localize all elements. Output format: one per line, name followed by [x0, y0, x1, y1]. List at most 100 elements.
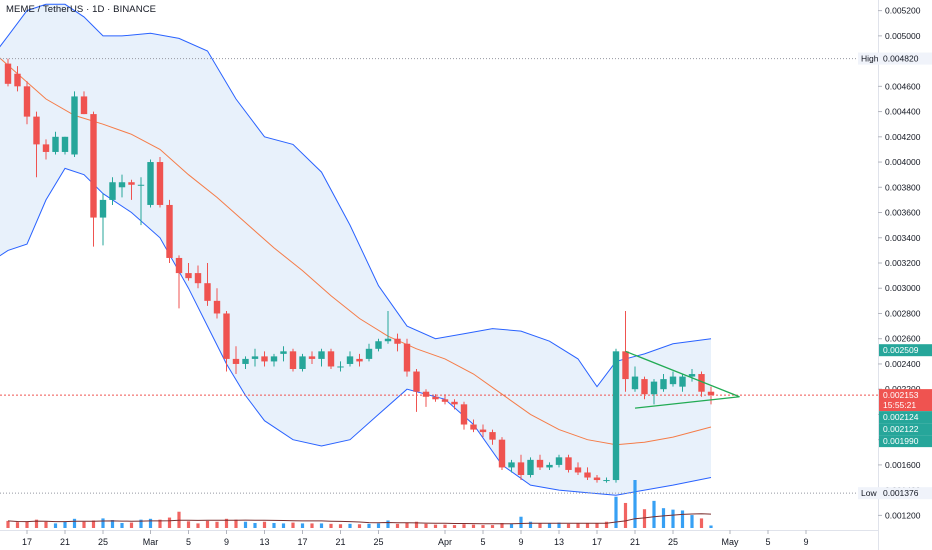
candle-body[interactable] — [622, 351, 629, 380]
volume-bar — [338, 524, 343, 528]
candle-body[interactable] — [375, 341, 382, 349]
candle-body[interactable] — [432, 396, 439, 400]
price-tick-label: 0.003600 — [885, 208, 921, 218]
candle-body[interactable] — [365, 348, 373, 359]
candle-body[interactable] — [612, 351, 620, 481]
candle-body[interactable] — [137, 184, 145, 186]
candle-body[interactable] — [14, 73, 21, 87]
candle-body[interactable] — [584, 472, 591, 478]
candle-body[interactable] — [318, 351, 325, 359]
candle-body[interactable] — [42, 144, 50, 152]
candle-body[interactable] — [460, 404, 468, 425]
candle-body[interactable] — [641, 379, 648, 395]
candle-body[interactable] — [33, 116, 40, 145]
candle-body[interactable] — [384, 338, 392, 342]
candle-body[interactable] — [565, 457, 572, 470]
candle-body[interactable] — [517, 462, 525, 475]
volume-bar — [215, 521, 219, 528]
candle-body[interactable] — [470, 424, 477, 430]
candle-body[interactable] — [213, 300, 221, 314]
candle-body[interactable] — [4, 63, 12, 84]
volume-bar — [500, 522, 504, 528]
candle-body[interactable] — [52, 136, 59, 152]
candle-body[interactable] — [498, 439, 506, 468]
candle-body[interactable] — [527, 459, 534, 475]
candle-body[interactable] — [346, 356, 354, 364]
volume-bar — [633, 480, 637, 528]
triangle-pattern[interactable] — [625, 350, 740, 409]
candle-body[interactable] — [536, 459, 544, 468]
candle-body[interactable] — [289, 351, 297, 369]
volume-bar — [652, 500, 656, 528]
time-tick-label: 5 — [480, 537, 485, 547]
candle-body[interactable] — [147, 162, 154, 205]
candle-body[interactable] — [593, 477, 601, 481]
candle-body[interactable] — [508, 462, 515, 468]
candle-body[interactable] — [679, 376, 686, 387]
candle-body[interactable] — [603, 480, 610, 482]
candle-body[interactable] — [242, 358, 249, 364]
volume-bar — [82, 521, 86, 528]
candle-body[interactable] — [479, 429, 487, 433]
candle-body[interactable] — [631, 376, 639, 390]
candle-body[interactable] — [156, 162, 164, 205]
candle-body[interactable] — [308, 356, 316, 359]
candle-body[interactable] — [251, 356, 259, 359]
volume-bar — [15, 522, 20, 528]
candle-body[interactable] — [80, 96, 88, 115]
candle-body[interactable] — [185, 273, 192, 279]
volume-bar — [6, 520, 10, 528]
volume-bar — [680, 510, 685, 528]
candle-body[interactable] — [650, 381, 658, 395]
candle-body[interactable] — [441, 399, 449, 402]
time-tick-label: 13 — [554, 537, 564, 547]
candle-body[interactable] — [327, 351, 335, 367]
candle-body[interactable] — [261, 356, 268, 362]
candle-body[interactable] — [299, 356, 306, 369]
candle-body[interactable] — [403, 343, 411, 372]
candle-body[interactable] — [698, 374, 705, 392]
candle-body[interactable] — [128, 182, 135, 185]
candle-body[interactable] — [451, 401, 458, 405]
candle-body[interactable] — [166, 204, 173, 258]
time-axis[interactable]: 17 21 25 Mar 5 9 13 17 21 25 Apr 5 9 13 17 21 25 May 5 9 — [0, 530, 878, 547]
volume-bar — [671, 509, 675, 528]
candle-body[interactable] — [194, 273, 202, 284]
candle-body[interactable] — [280, 351, 287, 354]
candle-body[interactable] — [61, 136, 69, 152]
candle-body[interactable] — [555, 457, 563, 465]
candle-body[interactable] — [688, 374, 696, 377]
candle-body[interactable] — [175, 257, 183, 274]
candle-body[interactable] — [109, 182, 116, 200]
candle-body[interactable] — [422, 391, 430, 397]
candle-body[interactable] — [707, 391, 715, 396]
candle-body[interactable] — [90, 114, 97, 218]
volume-bar — [452, 525, 457, 528]
candle-body[interactable] — [356, 358, 363, 362]
candle-body[interactable] — [394, 338, 401, 344]
candle-body[interactable] — [413, 371, 420, 392]
candle-body[interactable] — [71, 96, 78, 155]
candle-body[interactable] — [23, 86, 31, 117]
triangle-line[interactable] — [625, 350, 740, 409]
volume-bar — [623, 502, 628, 528]
candle-body[interactable] — [204, 283, 211, 301]
price-axis[interactable]: 0.0052000.0050000.0048000.0046000.004400… — [878, 0, 932, 550]
candle-body[interactable] — [270, 356, 278, 362]
candle-body[interactable] — [574, 467, 582, 473]
candle-body[interactable] — [546, 464, 553, 468]
candle-body[interactable] — [99, 199, 107, 218]
candle-body[interactable] — [232, 358, 240, 364]
candle-body[interactable] — [337, 366, 344, 368]
candle-body[interactable] — [118, 182, 126, 188]
candle-body[interactable] — [669, 376, 677, 385]
candle-body[interactable] — [223, 313, 230, 359]
candles[interactable] — [4, 58, 715, 483]
volume-bar — [319, 523, 324, 528]
candle-body[interactable] — [489, 432, 496, 440]
volume-bar — [462, 524, 466, 528]
volume-bar — [376, 523, 381, 528]
candle-body[interactable] — [660, 379, 667, 390]
